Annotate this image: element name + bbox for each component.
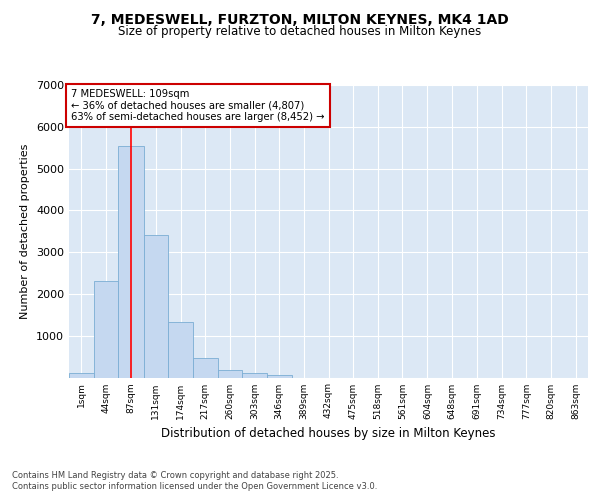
- Bar: [267, 375, 292, 378]
- X-axis label: Distribution of detached houses by size in Milton Keynes: Distribution of detached houses by size …: [161, 427, 496, 440]
- Text: Contains HM Land Registry data © Crown copyright and database right 2025.: Contains HM Land Registry data © Crown c…: [12, 471, 338, 480]
- Y-axis label: Number of detached properties: Number of detached properties: [20, 144, 31, 319]
- Bar: [218, 370, 242, 378]
- Bar: [168, 322, 193, 378]
- Bar: [242, 374, 267, 378]
- Text: Contains public sector information licensed under the Open Government Licence v3: Contains public sector information licen…: [12, 482, 377, 491]
- Text: Size of property relative to detached houses in Milton Keynes: Size of property relative to detached ho…: [118, 25, 482, 38]
- Bar: [118, 146, 143, 378]
- Text: 7, MEDESWELL, FURZTON, MILTON KEYNES, MK4 1AD: 7, MEDESWELL, FURZTON, MILTON KEYNES, MK…: [91, 12, 509, 26]
- Text: 7 MEDESWELL: 109sqm
← 36% of detached houses are smaller (4,807)
63% of semi-det: 7 MEDESWELL: 109sqm ← 36% of detached ho…: [71, 89, 325, 122]
- Bar: [193, 358, 218, 378]
- Bar: [69, 374, 94, 378]
- Bar: [94, 282, 118, 378]
- Bar: [143, 234, 168, 378]
